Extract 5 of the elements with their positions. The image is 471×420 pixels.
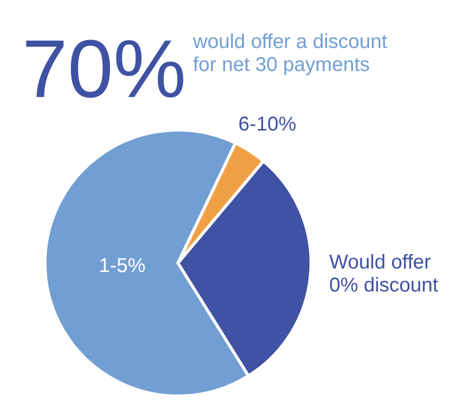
slice-label: 1-5% [98, 255, 146, 278]
chart-title: 70% [22, 24, 186, 115]
slice-label: 6-10% [238, 113, 296, 136]
slice-label: Would offer 0% discount [329, 252, 439, 297]
chart-subtitle: would offer a discount for net 30 payments [192, 31, 388, 76]
